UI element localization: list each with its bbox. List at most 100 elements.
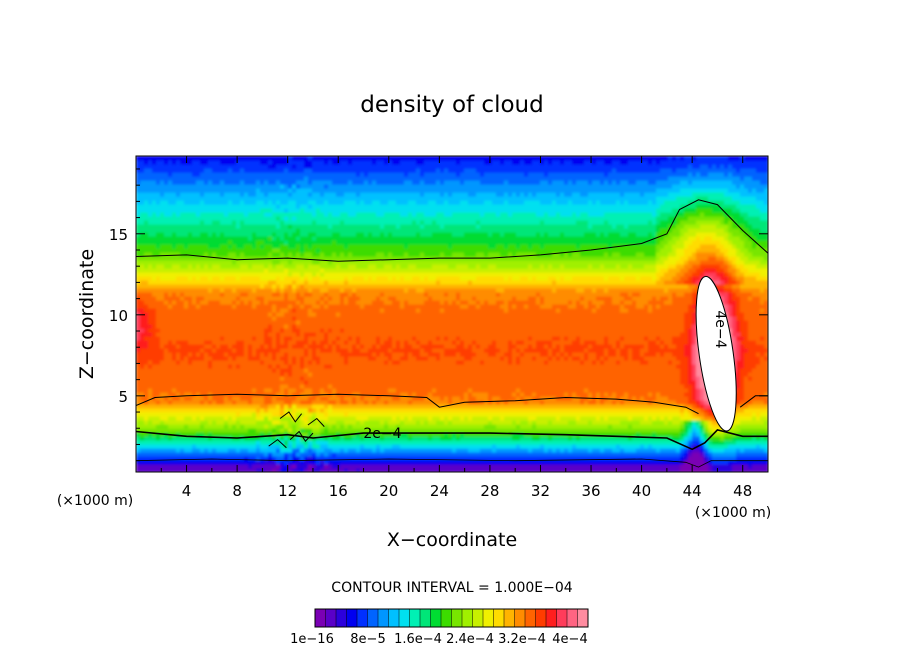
heatmap-cell <box>196 308 201 313</box>
heatmap-cell <box>308 396 313 401</box>
heatmap-cell <box>160 316 165 321</box>
heatmap-cell <box>344 204 349 209</box>
heatmap-cell <box>144 456 149 461</box>
heatmap-cell <box>176 236 181 241</box>
heatmap-cell <box>348 220 353 225</box>
heatmap-cell <box>372 384 377 389</box>
heatmap-cell <box>196 224 201 229</box>
heatmap-cell <box>336 184 341 189</box>
heatmap-cell <box>272 344 277 349</box>
heatmap-cell <box>196 352 201 357</box>
heatmap-cell <box>136 448 141 453</box>
heatmap-cell <box>328 360 333 365</box>
heatmap-cell <box>280 160 285 165</box>
heatmap-cell <box>220 164 225 169</box>
heatmap-cell <box>204 164 209 169</box>
heatmap-cell <box>320 444 325 449</box>
heatmap-cell <box>280 400 285 405</box>
heatmap-cell <box>320 292 325 297</box>
heatmap-cell <box>288 468 293 472</box>
heatmap-cell <box>228 456 233 461</box>
heatmap-cell <box>312 448 317 453</box>
heatmap-cell <box>332 412 337 417</box>
heatmap-cell <box>164 348 169 353</box>
heatmap-cell <box>200 208 205 213</box>
heatmap-cell <box>320 256 325 261</box>
heatmap-cell <box>320 168 325 173</box>
heatmap-cell <box>240 200 245 205</box>
heatmap-cell <box>272 436 277 441</box>
heatmap-cell <box>264 316 269 321</box>
heatmap-cell <box>176 424 181 429</box>
heatmap-cell <box>332 308 337 313</box>
heatmap-cell <box>268 344 273 349</box>
heatmap-cell <box>152 368 157 373</box>
heatmap-cell <box>204 440 209 445</box>
heatmap-cell <box>328 240 333 245</box>
heatmap-cell <box>192 352 197 357</box>
heatmap-cell <box>228 180 233 185</box>
heatmap-cell <box>256 464 261 469</box>
heatmap-cell <box>156 316 161 321</box>
heatmap-cell <box>140 356 145 361</box>
heatmap-cell <box>144 432 149 437</box>
heatmap-cell <box>352 456 357 461</box>
heatmap-cell <box>288 252 293 257</box>
heatmap-cell <box>320 208 325 213</box>
heatmap-cell <box>356 340 361 345</box>
heatmap-cell <box>340 376 345 381</box>
heatmap-cell <box>196 216 201 221</box>
heatmap-cell <box>160 212 165 217</box>
heatmap-cell <box>164 424 169 429</box>
heatmap-cell <box>240 432 245 437</box>
heatmap-cell <box>304 212 309 217</box>
heatmap-cell <box>316 468 321 472</box>
heatmap-cell <box>176 196 181 201</box>
heatmap-cell <box>168 244 173 249</box>
heatmap-cell <box>332 192 337 197</box>
heatmap-cell <box>368 208 373 213</box>
heatmap-cell <box>284 344 289 349</box>
heatmap-cell <box>320 388 325 393</box>
heatmap-cell <box>244 168 249 173</box>
heatmap-cell <box>276 300 281 305</box>
heatmap-cell <box>160 272 165 277</box>
heatmap-cell <box>160 224 165 229</box>
heatmap-cell <box>376 248 381 253</box>
heatmap-cell <box>300 340 305 345</box>
heatmap-cell <box>280 236 285 241</box>
heatmap-cell <box>184 448 189 453</box>
heatmap-cell <box>188 348 193 353</box>
heatmap-cell <box>248 348 253 353</box>
heatmap-cell <box>172 332 177 337</box>
heatmap-cell <box>372 340 377 345</box>
heatmap-cell <box>356 324 361 329</box>
heatmap-cell <box>208 216 213 221</box>
heatmap-cell <box>136 304 141 309</box>
heatmap-cell <box>188 200 193 205</box>
heatmap-cell <box>144 300 149 305</box>
heatmap-cell <box>196 264 201 269</box>
heatmap-cell <box>176 176 181 181</box>
heatmap-cell <box>276 320 281 325</box>
heatmap-cell <box>212 460 217 465</box>
heatmap-cell <box>184 380 189 385</box>
heatmap-cell <box>192 164 197 169</box>
heatmap-cell <box>152 468 157 472</box>
heatmap-cell <box>380 428 385 433</box>
heatmap-cell <box>388 460 393 465</box>
heatmap-cell <box>384 308 389 313</box>
heatmap-cell <box>360 176 365 181</box>
heatmap-cell <box>292 300 297 305</box>
heatmap-cell <box>300 436 305 441</box>
heatmap-cell <box>228 160 233 165</box>
heatmap-cell <box>332 388 337 393</box>
heatmap-cell <box>232 248 237 253</box>
heatmap-cell <box>164 200 169 205</box>
heatmap-cell <box>148 368 153 373</box>
heatmap-cell <box>384 184 389 189</box>
heatmap-cell <box>284 372 289 377</box>
heatmap-cell <box>368 404 373 409</box>
heatmap-cell <box>224 160 229 165</box>
heatmap-cell <box>268 380 273 385</box>
